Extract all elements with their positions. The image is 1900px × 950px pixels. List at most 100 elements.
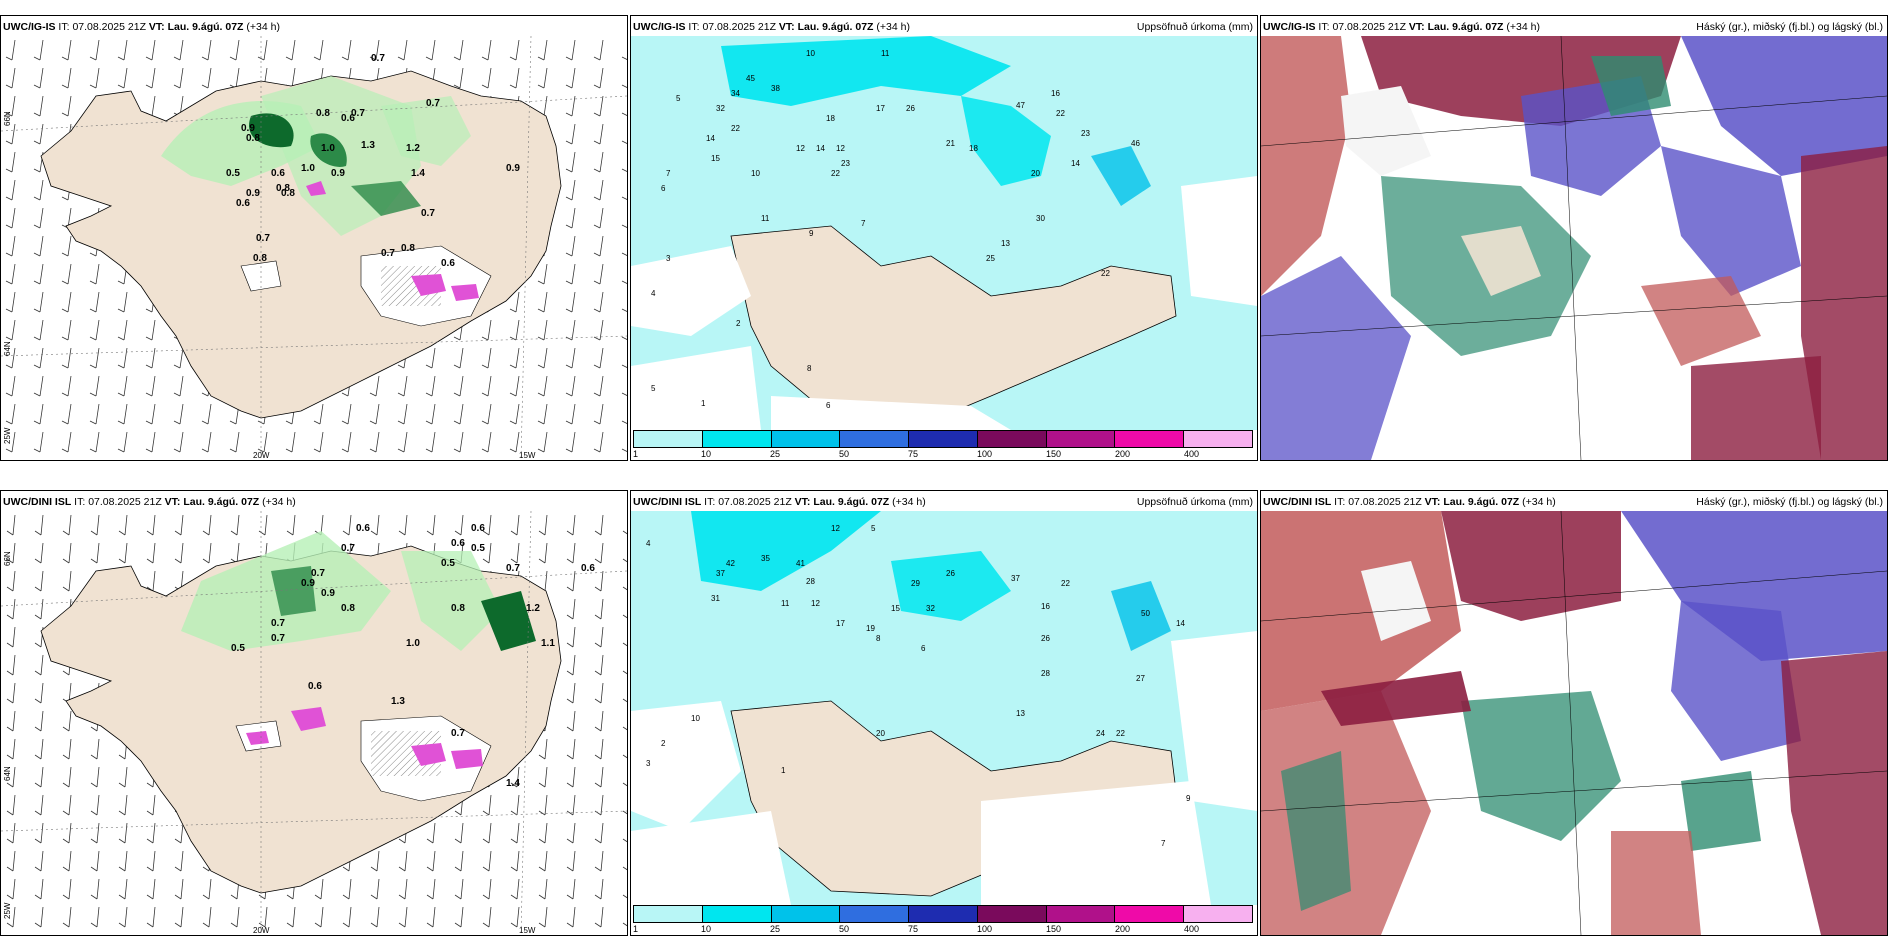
legend-swatch (840, 431, 910, 447)
precip-label: 14 (1071, 159, 1080, 168)
legend-swatch (1046, 906, 1116, 922)
precip-label: 16 (1051, 89, 1060, 98)
precip-label: 24 (1096, 729, 1105, 738)
precip-label: 26 (906, 104, 915, 113)
legend-tick: 100 (977, 924, 993, 934)
precip-label: 0.5 (441, 558, 455, 569)
lon-label: 15W (519, 451, 536, 460)
lat-label: 64N (3, 341, 12, 356)
precip-label: 1.0 (406, 638, 420, 649)
precip-label: 23 (1081, 129, 1090, 138)
precip-label: 34 (731, 89, 740, 98)
precip-label: 41 (796, 559, 805, 568)
legend-tick: 200 (1115, 449, 1131, 459)
precip-label: 0.6 (271, 168, 285, 179)
precip-label: 0.6 (236, 198, 250, 209)
precip-label: 0.6 (356, 523, 370, 534)
precip-label: 13 (1001, 239, 1010, 248)
precip-label: 1.3 (391, 696, 405, 707)
precip-label: 7 (1161, 839, 1166, 848)
precip-label: 12 (796, 144, 805, 153)
panel-title: Uppsöfnuð úrkoma (mm) (1136, 21, 1253, 33)
panel-header: UWC/DINI ISL IT: 07.08.2025 21Z VT: Lau.… (633, 496, 926, 508)
precip-label: 4 (651, 289, 656, 298)
precip-label: 32 (926, 604, 935, 613)
precip-label: 6 (661, 184, 666, 193)
panel-bottom-right: UWC/DINI ISL IT: 07.08.2025 21Z VT: Lau.… (1260, 490, 1888, 936)
precip-label: 0.8 (246, 133, 260, 144)
precip-label: 5 (871, 524, 876, 533)
precip-label: 0.5 (471, 543, 485, 554)
precip-label: 1.4 (411, 168, 425, 179)
precip-label: 14 (1176, 619, 1185, 628)
legend-tick: 75 (908, 924, 919, 934)
lat-label: 66N (3, 111, 12, 126)
precip-label: 2 (661, 739, 666, 748)
precip-legend: 1 10 25 50 75 100 150 200 400 (631, 430, 1257, 460)
precip-label: 0.7 (271, 633, 285, 644)
precip-label: 0.6 (451, 538, 465, 549)
precip-label: 0.7 (271, 618, 285, 629)
precip-label: 12 (831, 524, 840, 533)
precip-label: 16 (1041, 602, 1050, 611)
precip-label: 27 (1136, 674, 1145, 683)
precip-label: 0.8 (451, 603, 465, 614)
precip-label: 0.9 (321, 588, 335, 599)
precip-label: 26 (946, 569, 955, 578)
lon-label: 20W (253, 926, 270, 935)
precip-label: 45 (746, 74, 755, 83)
legend-swatch (1184, 431, 1253, 447)
legend-tick: 400 (1184, 924, 1200, 934)
precip-label: 4 (646, 539, 651, 548)
precip-label: 17 (876, 104, 885, 113)
precip-label: 0.6 (471, 523, 485, 534)
precip-label: 1.2 (526, 603, 540, 614)
precip-label: 26 (1041, 634, 1050, 643)
wind-precip-map: 0.6 0.6 0.7 0.6 0.5 0.5 0.7 0.9 0.8 0.7 … (1, 511, 627, 935)
precip-label: 15 (711, 154, 720, 163)
precip-label: 19 (866, 624, 875, 633)
legend-swatch (1115, 431, 1185, 447)
panel-top-left: UWC/IG-IS IT: 07.08.2025 21Z VT: Lau. 9.… (0, 15, 628, 461)
precip-label: 9 (1186, 794, 1191, 803)
precip-label: 47 (1016, 101, 1025, 110)
precip-label: 0.8 (253, 253, 267, 264)
legend-swatch (1046, 431, 1116, 447)
panel-top-right: UWC/IG-IS IT: 07.08.2025 21Z VT: Lau. 9.… (1260, 15, 1888, 461)
legend-tick: 150 (1046, 924, 1062, 934)
precip-label: 42 (726, 559, 735, 568)
legend-swatch (771, 906, 841, 922)
precip-label: 31 (711, 594, 720, 603)
precip-label: 21 (946, 139, 955, 148)
precip-label: 0.8 (316, 108, 330, 119)
legend-tick: 25 (770, 924, 781, 934)
precip-label: 1.4 (506, 778, 520, 789)
lon-label: 15W (519, 926, 536, 935)
precip-label: 6 (921, 644, 926, 653)
legend-swatch (771, 431, 841, 447)
precip-label: 22 (1116, 729, 1125, 738)
legend-tick: 50 (839, 924, 850, 934)
panel-title: Háský (gr.), miðský (fj.bl.) og lágský (… (1696, 21, 1883, 33)
panel-top-mid: UWC/IG-IS IT: 07.08.2025 21Z VT: Lau. 9.… (630, 15, 1258, 461)
panel-bottom-left: UWC/DINI ISL IT: 07.08.2025 21Z VT: Lau.… (0, 490, 628, 936)
precip-label: 11 (881, 49, 890, 58)
precip-label: 46 (1131, 139, 1140, 148)
precip-label: 1.2 (406, 143, 420, 154)
precip-label: 0.6 (581, 563, 595, 574)
panel-title: Uppsöfnuð úrkoma (mm) (1136, 496, 1253, 508)
legend-swatch (634, 906, 703, 922)
precip-label: 0.7 (341, 543, 355, 554)
precip-label: 0.7 (381, 248, 395, 259)
panel-bottom-mid: UWC/DINI ISL IT: 07.08.2025 21Z VT: Lau.… (630, 490, 1258, 936)
legend-swatch (909, 431, 978, 447)
precip-label: 20 (1031, 169, 1040, 178)
precip-label: 0.6 (441, 258, 455, 269)
legend-tick: 400 (1184, 449, 1200, 459)
precip-label: 0.9 (246, 188, 260, 199)
cloud-map (1261, 511, 1887, 935)
precip-label: 25 (986, 254, 995, 263)
precip-label: 37 (1011, 574, 1020, 583)
precip-label: 0.7 (351, 108, 365, 119)
precip-label: 10 (806, 49, 815, 58)
